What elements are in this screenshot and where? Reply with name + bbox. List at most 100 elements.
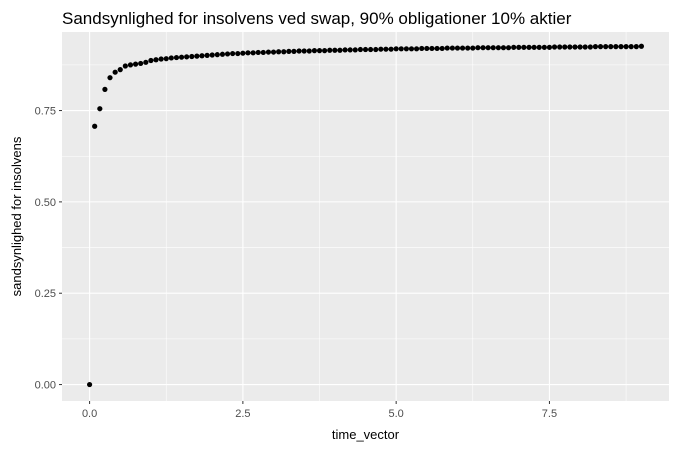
plot-panel: [62, 32, 669, 401]
data-point: [158, 56, 164, 62]
data-point: [582, 44, 588, 50]
data-point: [500, 45, 507, 51]
y-tick-label: 0.50: [35, 197, 56, 209]
data-point: [495, 45, 501, 51]
data-point: [316, 48, 323, 54]
data-point: [296, 48, 302, 54]
data-point: [413, 46, 420, 52]
data-point: [434, 45, 440, 52]
y-axis-title: sandsynlighed for insolvens: [9, 136, 24, 296]
data-point: [562, 44, 568, 50]
data-point: [194, 53, 200, 59]
data-point: [306, 48, 312, 54]
data-point: [465, 45, 471, 51]
data-point: [511, 44, 517, 50]
data-point: [475, 45, 481, 51]
y-tick-label: 0.75: [35, 106, 56, 118]
data-point: [459, 45, 466, 51]
data-points: [86, 43, 645, 388]
data-point: [516, 44, 522, 50]
data-point: [362, 46, 369, 53]
data-point: [546, 44, 553, 50]
data-point: [347, 47, 353, 53]
data-point: [439, 45, 445, 52]
data-point: [444, 45, 450, 51]
data-point: [373, 46, 379, 53]
x-axis: 0.0 2.5 5.0 7.5: [82, 401, 557, 420]
chart-title: Sandsynlighed for insolvens ved swap, 90…: [62, 9, 572, 28]
data-point: [163, 56, 169, 62]
data-point: [424, 45, 430, 52]
data-point: [449, 45, 455, 51]
data-point: [541, 44, 547, 50]
data-point: [143, 59, 149, 65]
data-point: [107, 75, 113, 81]
data-point: [250, 50, 256, 56]
data-point: [255, 49, 261, 56]
data-point: [557, 44, 563, 50]
data-point: [577, 44, 583, 50]
data-point: [327, 47, 333, 53]
data-point: [536, 44, 542, 50]
data-point: [470, 45, 476, 51]
y-tick-label: 0.25: [35, 288, 56, 300]
x-tick-label: 2.5: [235, 408, 250, 420]
data-point: [97, 106, 103, 112]
data-point: [572, 44, 578, 50]
data-point: [230, 50, 236, 57]
data-point: [184, 54, 190, 60]
data-point: [526, 44, 532, 50]
data-point: [178, 54, 185, 60]
data-point: [505, 45, 512, 51]
data-point: [618, 44, 624, 50]
data-point: [613, 44, 619, 50]
data-point: [117, 67, 123, 73]
data-point: [127, 62, 134, 68]
data-point: [265, 49, 272, 55]
data-point: [485, 45, 491, 51]
data-point: [173, 54, 180, 61]
data-point: [633, 44, 639, 50]
data-point: [638, 43, 645, 49]
data-point: [531, 44, 537, 50]
data-point: [189, 53, 195, 60]
data-point: [311, 48, 318, 54]
x-tick-label: 7.5: [542, 408, 557, 420]
x-tick-label: 0.0: [82, 408, 97, 420]
data-point: [199, 53, 205, 59]
data-point: [567, 44, 573, 50]
data-point: [204, 52, 210, 58]
x-tick-label: 5.0: [389, 408, 404, 420]
data-point: [148, 57, 154, 64]
data-point: [628, 44, 634, 50]
y-tick-label: 0.00: [35, 380, 56, 392]
data-point: [332, 47, 338, 53]
data-point: [429, 45, 435, 52]
data-point: [419, 45, 425, 52]
data-point: [367, 46, 374, 53]
data-point: [153, 57, 159, 63]
data-point: [281, 49, 287, 55]
data-point: [286, 48, 292, 54]
data-point: [235, 50, 241, 57]
data-point: [138, 60, 144, 67]
data-point: [551, 44, 558, 50]
data-point: [168, 55, 174, 61]
data-point: [597, 44, 604, 50]
data-point: [608, 44, 614, 50]
data-point: [403, 46, 409, 52]
data-point: [587, 44, 593, 50]
data-point: [276, 49, 282, 55]
data-point: [102, 86, 108, 92]
data-point: [301, 48, 307, 54]
data-point: [408, 46, 415, 52]
data-point: [398, 46, 404, 52]
data-point: [291, 48, 297, 54]
data-point: [357, 46, 364, 53]
data-point: [337, 47, 343, 53]
data-point: [214, 52, 220, 58]
data-point: [209, 52, 215, 58]
data-point: [521, 44, 527, 50]
data-point: [219, 51, 226, 57]
